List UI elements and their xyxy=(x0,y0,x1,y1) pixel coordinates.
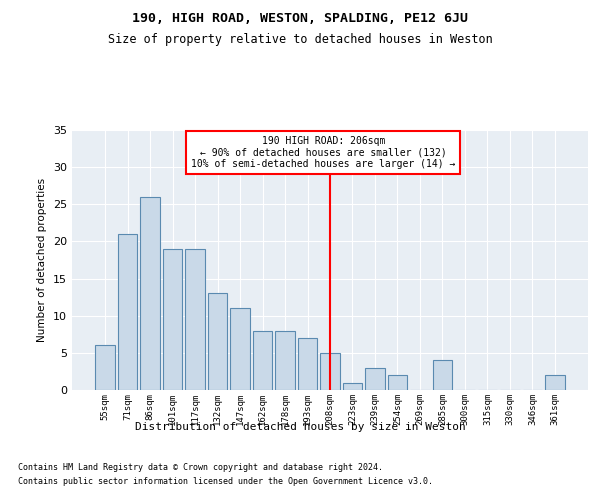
Bar xyxy=(433,360,452,390)
Bar xyxy=(140,197,160,390)
Bar xyxy=(208,294,227,390)
Bar xyxy=(388,375,407,390)
Bar xyxy=(343,382,362,390)
Bar xyxy=(275,330,295,390)
Text: Distribution of detached houses by size in Weston: Distribution of detached houses by size … xyxy=(134,422,466,432)
Text: Contains public sector information licensed under the Open Government Licence v3: Contains public sector information licen… xyxy=(18,478,433,486)
Bar xyxy=(365,368,385,390)
Bar xyxy=(298,338,317,390)
Bar xyxy=(230,308,250,390)
Text: Size of property relative to detached houses in Weston: Size of property relative to detached ho… xyxy=(107,32,493,46)
Bar xyxy=(163,249,182,390)
Bar xyxy=(253,330,272,390)
Text: Contains HM Land Registry data © Crown copyright and database right 2024.: Contains HM Land Registry data © Crown c… xyxy=(18,462,383,471)
Text: 190 HIGH ROAD: 206sqm
← 90% of detached houses are smaller (132)
10% of semi-det: 190 HIGH ROAD: 206sqm ← 90% of detached … xyxy=(191,136,455,169)
Bar xyxy=(320,353,340,390)
Bar xyxy=(95,346,115,390)
Text: 190, HIGH ROAD, WESTON, SPALDING, PE12 6JU: 190, HIGH ROAD, WESTON, SPALDING, PE12 6… xyxy=(132,12,468,26)
Bar xyxy=(545,375,565,390)
Y-axis label: Number of detached properties: Number of detached properties xyxy=(37,178,47,342)
Bar xyxy=(118,234,137,390)
Bar xyxy=(185,249,205,390)
